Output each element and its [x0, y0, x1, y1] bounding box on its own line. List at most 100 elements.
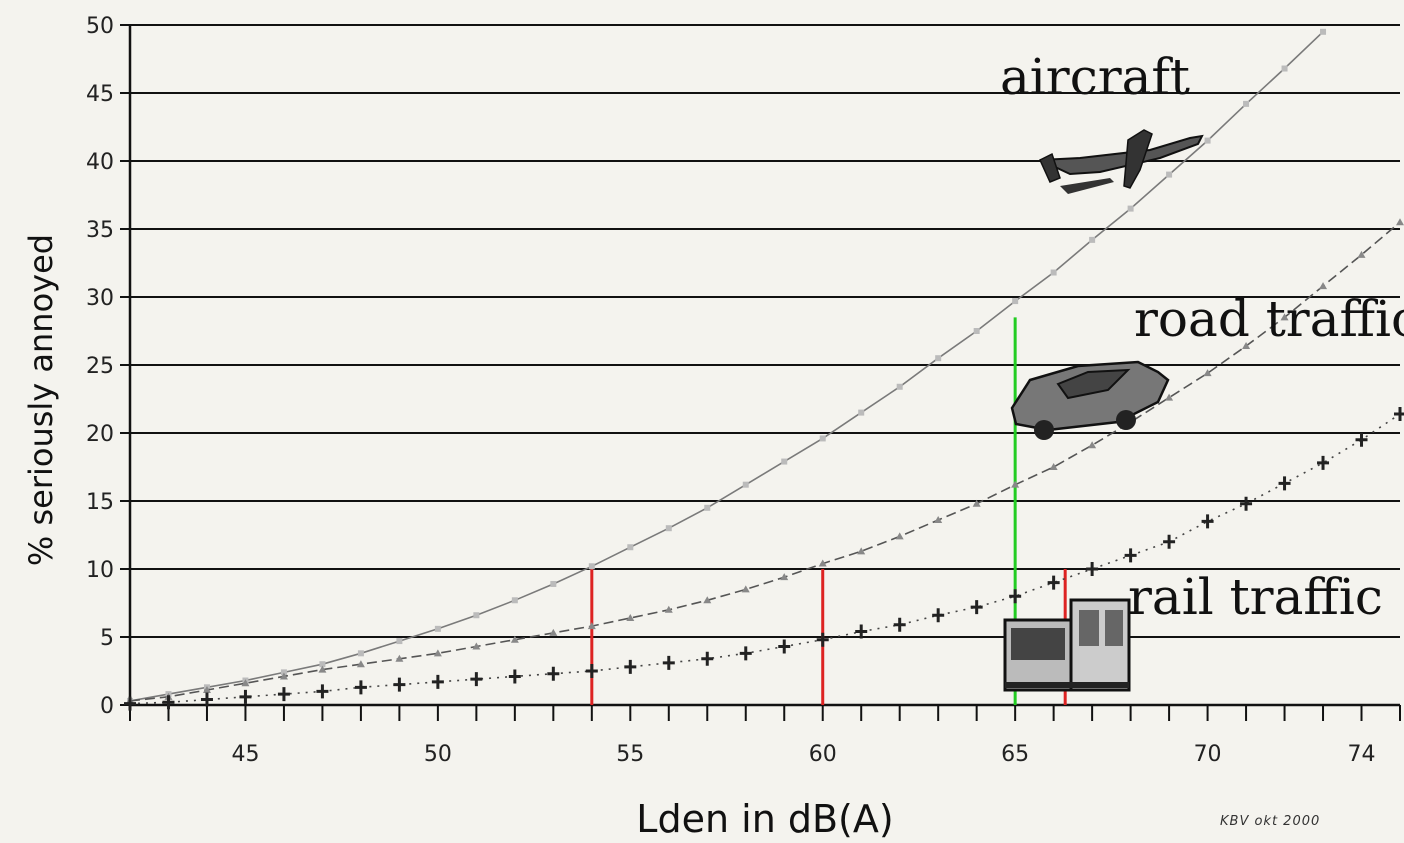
data-point	[1047, 575, 1060, 590]
data-point	[1320, 28, 1327, 35]
data-point	[1124, 548, 1137, 563]
aircraft-icon	[1039, 129, 1204, 194]
data-point	[1050, 269, 1057, 276]
data-point	[470, 672, 483, 687]
data-point	[318, 665, 327, 673]
data-point	[202, 686, 211, 694]
data-point	[818, 559, 827, 567]
data-point	[279, 672, 288, 680]
data-point	[396, 638, 403, 645]
data-point	[972, 499, 981, 507]
data-point	[511, 597, 518, 604]
data-point	[433, 649, 442, 657]
x-axis-title: Lden in dB(A)	[636, 797, 893, 841]
data-point	[1011, 480, 1020, 488]
data-point	[1204, 137, 1211, 144]
data-point	[1357, 250, 1366, 258]
data-point	[1243, 100, 1250, 107]
y-tick-label: 45	[86, 82, 114, 107]
data-point	[780, 573, 789, 581]
y-tick-label: 10	[86, 558, 114, 583]
data-point	[970, 600, 983, 615]
y-tick-label: 40	[86, 150, 114, 175]
data-point	[1088, 441, 1097, 449]
series-label-road-traffic: road traffic	[1134, 290, 1404, 348]
x-tick-label: 74	[1348, 742, 1376, 767]
data-point	[277, 687, 290, 702]
data-point	[1009, 589, 1022, 604]
data-point	[473, 612, 480, 619]
data-point	[1163, 534, 1176, 549]
data-point	[1089, 236, 1096, 243]
car-icon	[1010, 360, 1170, 440]
data-point	[1240, 496, 1253, 511]
data-point	[357, 650, 364, 657]
reference-lines	[590, 317, 1067, 705]
y-tick-label: 35	[86, 218, 114, 243]
data-point	[662, 655, 675, 670]
series-line-road-traffic	[129, 221, 1401, 702]
data-point	[1280, 313, 1289, 321]
data-point	[1166, 171, 1173, 178]
data-point	[510, 635, 519, 643]
train-icon	[1003, 598, 1131, 692]
y-tick-label: 5	[100, 626, 114, 651]
data-point	[1278, 476, 1291, 491]
data-point	[819, 435, 826, 442]
data-point	[354, 680, 367, 695]
data-point	[704, 504, 711, 511]
data-point	[626, 613, 635, 621]
data-point	[1201, 514, 1214, 529]
data-point	[241, 679, 250, 687]
data-point	[393, 677, 406, 692]
data-point	[585, 664, 598, 678]
data-point	[1012, 298, 1019, 305]
data-point	[472, 642, 481, 650]
data-point	[935, 355, 942, 362]
data-point	[1281, 65, 1288, 72]
data-point	[893, 617, 906, 632]
data-point	[932, 608, 945, 623]
data-point	[280, 669, 287, 676]
grid	[130, 24, 1400, 638]
data-point	[316, 684, 329, 699]
data-point	[816, 632, 829, 647]
data-point	[703, 596, 712, 604]
data-point	[356, 660, 365, 668]
series-line-rail-traffic	[129, 413, 1401, 705]
data-point	[778, 639, 791, 654]
data-point	[1394, 406, 1404, 421]
data-point	[857, 547, 866, 555]
data-point	[858, 409, 865, 416]
data-point	[162, 695, 175, 710]
x-tick-label: 65	[1001, 742, 1029, 767]
series-label-rail-traffic: rail traffic	[1128, 568, 1383, 626]
data-point	[1165, 393, 1174, 401]
data-point	[1242, 341, 1251, 349]
data-point	[664, 605, 673, 613]
data-point	[896, 383, 903, 390]
data-point	[1127, 205, 1134, 212]
x-tick-label: 50	[424, 742, 452, 767]
y-tick-label: 25	[86, 354, 114, 379]
data-point	[741, 585, 750, 593]
data-point	[587, 622, 596, 630]
data-point	[395, 654, 404, 662]
data-point	[200, 692, 213, 707]
data-point	[1203, 369, 1212, 377]
data-point	[895, 532, 904, 540]
x-tick-label: 70	[1194, 742, 1222, 767]
data-point	[701, 651, 714, 666]
data-point	[508, 669, 521, 684]
series-label-aircraft: aircraft	[1000, 48, 1190, 106]
data-point	[627, 544, 634, 551]
data-point	[855, 624, 868, 639]
y-tick-label: 30	[86, 286, 114, 311]
data-point	[1319, 282, 1328, 290]
data-point	[1317, 455, 1330, 470]
y-axis-title: % seriously annoyed	[22, 234, 60, 566]
data-point	[1396, 218, 1404, 226]
data-point	[547, 666, 560, 681]
y-tick-label: 20	[86, 422, 114, 447]
